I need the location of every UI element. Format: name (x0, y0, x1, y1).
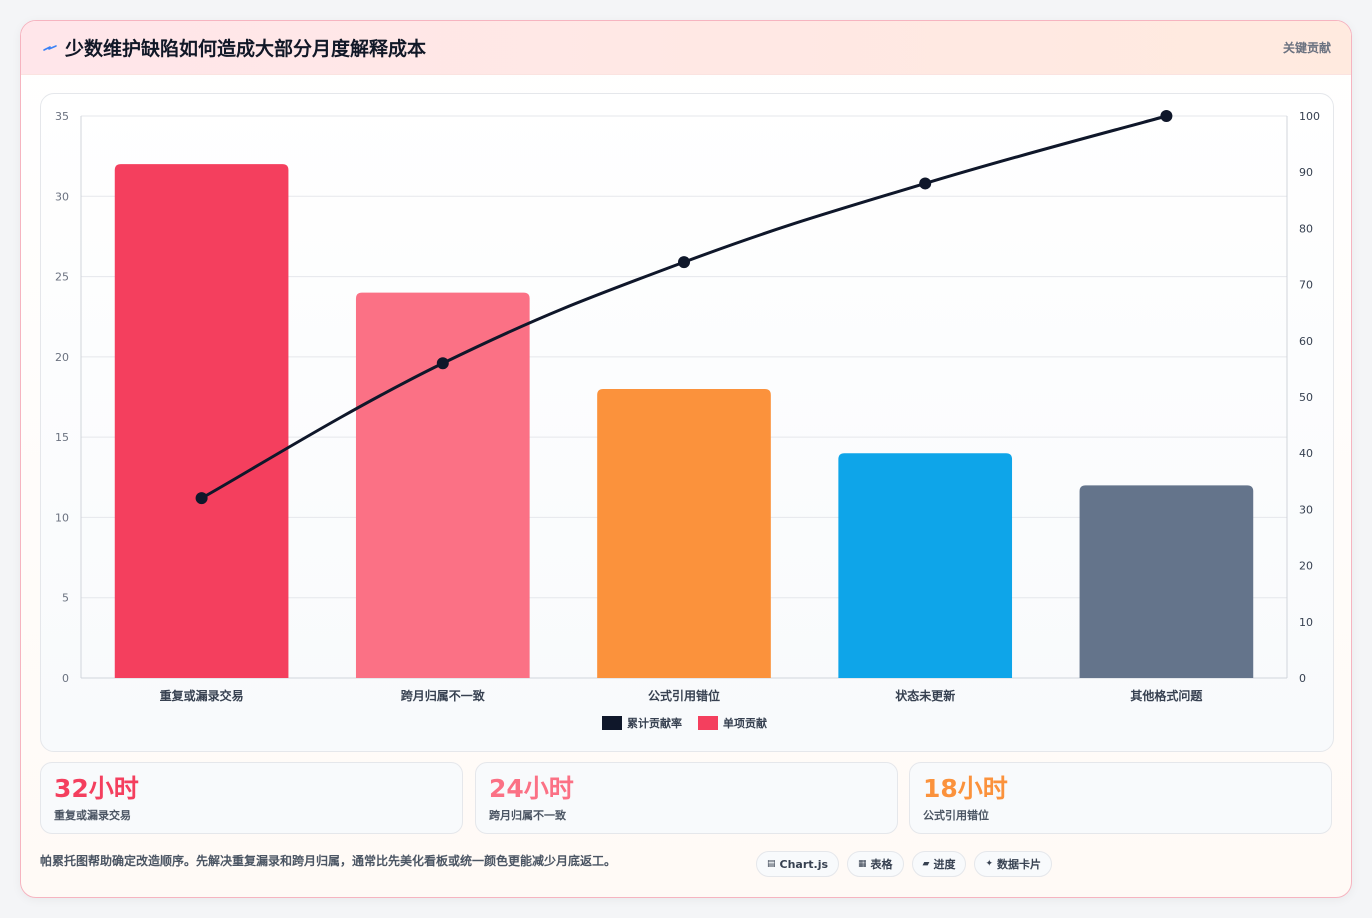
card-header: 少数维护缺陷如何造成大部分月度解释成本 关键贡献 (21, 21, 1351, 75)
y-tick-label: 15 (55, 431, 69, 444)
header-tag: 关键贡献 (1282, 41, 1331, 55)
legend-label: 单项贡献 (723, 716, 767, 730)
page-title: 少数维护缺陷如何造成大部分月度解释成本 (65, 38, 427, 60)
line-point (1160, 110, 1173, 122)
y-tick-label: 0 (62, 672, 69, 685)
lightning-icon (43, 44, 57, 51)
legend-swatch (698, 716, 718, 730)
stat-label: 重复或漏录交易 (54, 809, 131, 822)
chip-label: 进度 (933, 858, 956, 871)
tech-chips: ▤ Chart.js ▦ 表格 ▰ 进度 ✦ 数据卡片 (756, 851, 1053, 877)
footer-note: 帕累托图帮助确定改造顺序。先解决重复漏录和跨月归属，通常比先美化看板或统一颜色更… (40, 854, 617, 868)
progress-icon: ▰ (922, 859, 930, 869)
y-tick-label: 35 (55, 110, 69, 123)
chip-table[interactable]: ▦ 表格 (847, 851, 904, 877)
report-card: 少数维护缺陷如何造成大部分月度解释成本 关键贡献 0 5 10 15 20 25 30 35 0… (20, 20, 1352, 898)
stat-card-3: 18小时 公式引用错位 (909, 762, 1332, 834)
y-tick-label: 20 (55, 351, 69, 364)
line-point (678, 256, 690, 269)
line-point (919, 177, 932, 190)
y2-tick-label: 80 (1299, 222, 1313, 235)
x-tick-label: 公式引用错位 (648, 688, 720, 703)
chip-chartjs[interactable]: ▤ Chart.js (756, 851, 840, 877)
y-tick-label: 10 (55, 511, 69, 524)
stat-value: 32小时 (54, 774, 139, 803)
y2-tick-label: 50 (1299, 391, 1313, 404)
chip-label: 数据卡片 (997, 858, 1042, 871)
y2-tick-label: 90 (1299, 166, 1313, 179)
chip-data-card[interactable]: ✦ 数据卡片 (974, 851, 1053, 877)
y2-tick-label: 100 (1299, 110, 1320, 123)
card-icon: ✦ (985, 859, 994, 869)
legend-swatch (602, 716, 622, 730)
y2-tick-label: 20 (1299, 560, 1313, 573)
stat-label: 公式引用错位 (923, 809, 989, 822)
stat-card-1: 32小时 重复或漏录交易 (40, 762, 463, 834)
line-point (436, 357, 449, 370)
pareto-chart-panel: 0 5 10 15 20 25 30 35 0 10 20 30 40 50 60 70 80 90 100 重复或漏… (40, 93, 1334, 752)
bar (838, 453, 1013, 678)
stat-label: 跨月归属不一致 (489, 809, 566, 822)
legend-label: 累计贡献率 (627, 716, 682, 730)
chip-progress[interactable]: ▰ 进度 (911, 851, 967, 877)
stat-value: 18小时 (923, 774, 1008, 803)
x-tick-label: 状态未更新 (895, 688, 955, 703)
x-tick-label: 其他格式问题 (1130, 688, 1203, 703)
y2-tick-label: 40 (1299, 447, 1313, 460)
chip-label: 表格 (870, 858, 893, 871)
x-tick-label: 跨月归属不一致 (401, 688, 486, 703)
bar (597, 388, 771, 678)
x-tick-label: 重复或漏录交易 (160, 688, 244, 703)
bar (355, 292, 530, 678)
pareto-chart: 0 5 10 15 20 25 30 35 0 10 20 30 40 50 60 70 80 90 100 重复或漏… (55, 110, 1320, 730)
stat-card-2: 24小时 跨月归属不一致 (475, 762, 898, 834)
line-point (195, 492, 208, 505)
y2-tick-label: 0 (1299, 672, 1306, 685)
y2-tick-label: 10 (1299, 616, 1313, 629)
stat-value: 24小时 (489, 774, 574, 803)
bar (1079, 485, 1254, 678)
chip-label: Chart.js (779, 857, 829, 871)
bar (114, 164, 289, 679)
y2-tick-label: 70 (1299, 279, 1313, 292)
y-tick-label: 5 (62, 592, 69, 605)
y2-tick-label: 60 (1299, 335, 1313, 348)
y-tick-label: 25 (55, 271, 69, 284)
chart-icon: ▤ (767, 859, 776, 869)
y-tick-label: 30 (55, 190, 69, 203)
y2-tick-label: 30 (1299, 503, 1313, 516)
table-icon: ▦ (858, 859, 867, 869)
